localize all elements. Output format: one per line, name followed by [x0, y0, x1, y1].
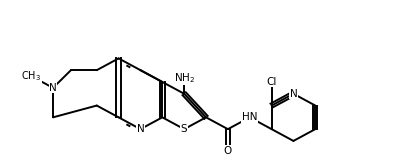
Text: CH$_3$: CH$_3$ — [21, 69, 41, 83]
Text: S: S — [181, 124, 187, 134]
Text: Cl: Cl — [266, 77, 277, 87]
Text: N: N — [289, 89, 297, 99]
Text: N: N — [136, 124, 144, 134]
Text: N: N — [49, 83, 57, 93]
Text: O: O — [224, 146, 232, 156]
Text: HN: HN — [242, 112, 257, 122]
Text: NH$_2$: NH$_2$ — [173, 71, 195, 85]
